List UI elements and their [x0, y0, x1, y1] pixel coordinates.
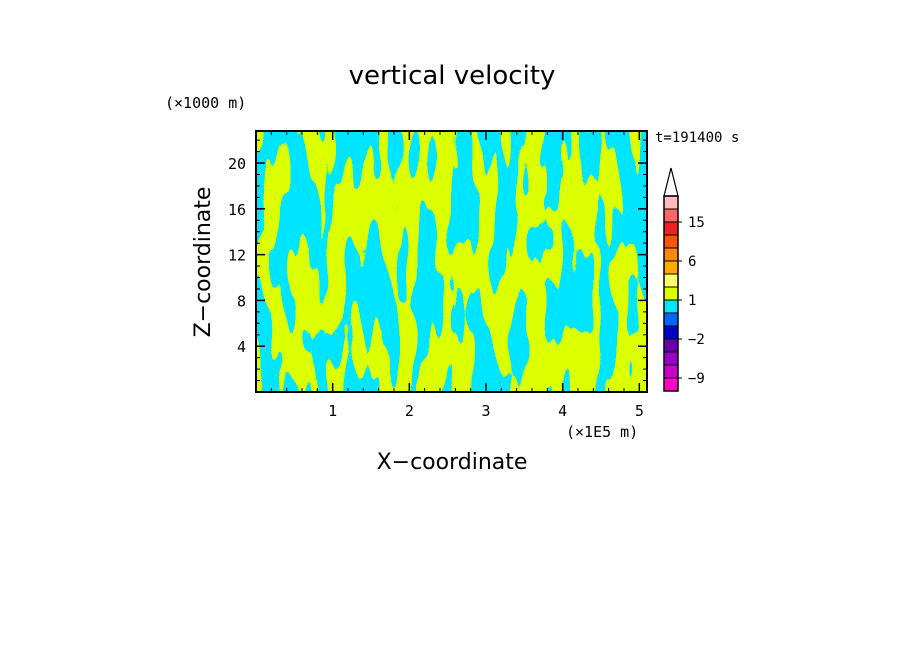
- colorbar-segment: [663, 208, 679, 223]
- colorbar: 15 6 1 −2 −9: [663, 167, 705, 392]
- y-tick-label: 8: [237, 292, 246, 310]
- colorbar-segment: [663, 351, 679, 366]
- colorbar-segment: [663, 299, 679, 314]
- colorbar-segment: [663, 247, 679, 262]
- colorbar-segment: [663, 221, 679, 236]
- x-tick-label: 3: [481, 402, 490, 420]
- y-tick-label: 4: [237, 338, 246, 356]
- y-tick-label: 20: [228, 155, 246, 173]
- colorbar-label: −9: [688, 371, 705, 387]
- x-tick-label: 2: [405, 402, 414, 420]
- y-tick-label: 16: [228, 201, 246, 219]
- colorbar-label: 6: [688, 254, 696, 270]
- x-tick-label: 5: [635, 402, 644, 420]
- velocity-field: [256, 131, 647, 392]
- plot-frame: [255, 130, 648, 393]
- colorbar-label: 15: [688, 215, 705, 231]
- y-unit-label: (×1000 m): [165, 94, 246, 112]
- colorbar-segment: [663, 260, 679, 275]
- colorbar-frame: [663, 195, 679, 392]
- y-axis: 4 8 12 16 20: [228, 139, 647, 382]
- time-label: t=191400 s: [655, 130, 739, 146]
- colorbar-label: −2: [688, 332, 705, 348]
- x-axis-label: X−coordinate: [377, 450, 528, 475]
- x-unit-label: (×1E5 m): [566, 423, 638, 441]
- colorbar-segment: [663, 234, 679, 249]
- field-raster: [256, 131, 647, 392]
- x-tick-label: 4: [558, 402, 567, 420]
- colorbar-segment: [663, 377, 679, 392]
- chart-title: vertical velocity: [349, 61, 556, 91]
- x-axis: 1 2 3 4 5: [270, 131, 644, 420]
- colorbar-segment: [663, 312, 679, 327]
- colorbar-label: 1: [688, 293, 696, 309]
- colorbar-segment: [663, 338, 679, 353]
- x-tick-label: 1: [328, 402, 337, 420]
- colorbar-segment: [663, 273, 679, 288]
- y-tick-label: 12: [228, 247, 246, 265]
- colorbar-segment: [663, 364, 679, 379]
- colorbar-extend-arrow: [663, 167, 679, 197]
- colorbar-segment: [663, 286, 679, 301]
- colorbar-segment: [663, 325, 679, 340]
- y-axis-label: Z−coordinate: [191, 187, 216, 338]
- colorbar-segment: [663, 195, 679, 210]
